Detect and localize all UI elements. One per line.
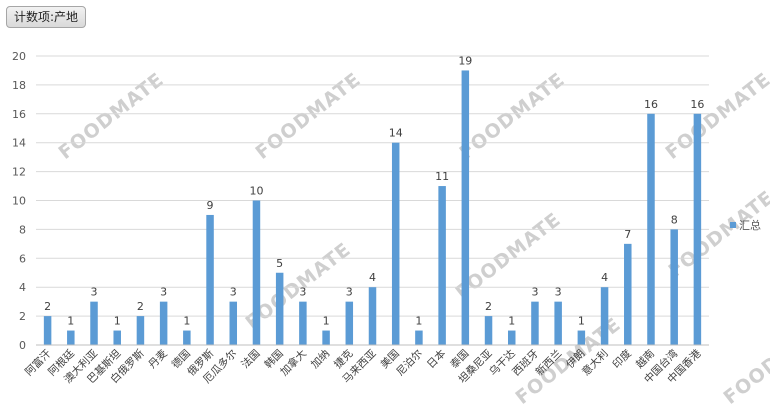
bar-坦桑尼亚	[484, 316, 493, 345]
data-label-西班牙: 3	[531, 286, 538, 299]
data-label-日本: 11	[435, 170, 449, 183]
bar-乌干达	[507, 330, 516, 345]
watermark-text: FOODMATE	[720, 313, 770, 409]
y-tick-label: 14	[12, 137, 26, 150]
data-label-巴基斯坦: 1	[114, 315, 121, 328]
bar-加拿大	[299, 301, 307, 345]
category-label-丹麦: 丹麦	[146, 347, 170, 371]
bar-印度	[624, 243, 632, 345]
data-label-泰国: 19	[458, 54, 472, 67]
data-label-加纳: 1	[323, 315, 330, 328]
bar-俄罗斯	[206, 214, 214, 345]
bar-捷克	[345, 301, 354, 345]
bar-中国台湾	[670, 229, 678, 345]
data-label-伊朗: 1	[578, 315, 585, 328]
y-tick-label: 8	[19, 223, 26, 236]
bar-白俄罗斯	[136, 316, 145, 345]
data-label-阿富汗: 2	[44, 300, 51, 313]
category-label-加纳: 加纳	[308, 347, 332, 371]
bar-澳大利亚	[90, 301, 98, 345]
watermark-text: FOODMATE	[55, 68, 169, 164]
data-label-马来西亚: 4	[369, 271, 376, 284]
y-axis-ticks: 0 2 4 6 8 10 12 14 16 18 20	[12, 50, 26, 352]
y-tick-label: 18	[12, 79, 26, 92]
bar-伊朗	[577, 330, 586, 345]
gridlines	[36, 55, 709, 317]
watermark-text: FOODMATE	[662, 68, 770, 164]
y-tick-label: 0	[19, 339, 26, 352]
data-label-俄罗斯: 9	[207, 199, 214, 212]
data-label-丹麦: 3	[160, 286, 167, 299]
bar-法国	[252, 200, 261, 345]
data-label-尼泊尔: 1	[415, 315, 422, 328]
data-label-坦桑尼亚: 2	[485, 300, 492, 313]
category-label-印度: 印度	[610, 347, 634, 371]
bar-阿根廷	[67, 330, 75, 345]
data-label-白俄罗斯: 2	[137, 300, 144, 313]
y-tick-label: 10	[12, 195, 26, 208]
watermark-text: FOODMATE	[252, 68, 366, 164]
bar-巴基斯坦	[113, 330, 121, 345]
bar-泰国	[461, 70, 470, 345]
bar-加纳	[322, 330, 330, 345]
category-label-法国: 法国	[239, 347, 263, 371]
bar-德国	[183, 330, 191, 345]
legend-label-汇总: 汇总	[739, 218, 761, 232]
category-label-加拿大: 加拿大	[278, 347, 310, 379]
category-label-日本: 日本	[424, 347, 448, 371]
y-tick-label: 12	[12, 166, 26, 179]
y-tick-label: 16	[12, 108, 26, 121]
bar-西班牙	[531, 301, 539, 345]
watermark-text: FOODMATE	[456, 68, 570, 164]
y-tick-label: 4	[19, 281, 26, 294]
data-label-意大利: 4	[601, 271, 608, 284]
bar-韩国	[275, 272, 284, 345]
bars	[43, 70, 702, 345]
bar-中国香港	[693, 113, 702, 345]
data-label-澳大利亚: 3	[91, 286, 98, 299]
data-label-韩国: 5	[276, 257, 283, 270]
data-label-印度: 7	[624, 228, 631, 241]
data-label-德国: 1	[183, 315, 190, 328]
legend-swatch	[730, 222, 736, 228]
data-label-捷克: 3	[346, 286, 353, 299]
legend: 汇总	[730, 218, 761, 232]
y-tick-label: 2	[19, 310, 26, 323]
data-label-美国: 14	[389, 127, 403, 140]
y-tick-label: 6	[19, 252, 26, 265]
bar-丹麦	[159, 301, 168, 345]
bar-日本	[438, 186, 446, 345]
data-label-中国台湾: 8	[671, 213, 678, 226]
data-label-阿根廷: 1	[67, 315, 74, 328]
bar-马来西亚	[368, 287, 377, 345]
bar-厄瓜多尔	[229, 301, 238, 345]
bar-尼泊尔	[415, 330, 423, 345]
data-label-越南: 16	[644, 98, 658, 111]
y-tick-label: 20	[12, 50, 26, 63]
bar-美国	[391, 142, 400, 345]
data-label-法国: 10	[249, 185, 263, 198]
category-label-尼泊尔: 尼泊尔	[394, 347, 425, 378]
data-label-中国香港: 16	[690, 98, 704, 111]
bar-阿富汗	[43, 316, 52, 345]
data-label-厄瓜多尔: 3	[230, 286, 237, 299]
bar-意大利	[600, 287, 609, 345]
bar-越南	[647, 113, 655, 345]
bar-新西兰	[554, 301, 562, 345]
data-label-加拿大: 3	[299, 286, 306, 299]
data-label-新西兰: 3	[555, 286, 562, 299]
field-button-count-origin[interactable]: 计数项:产地	[6, 6, 87, 28]
data-label-乌干达: 1	[508, 315, 515, 328]
